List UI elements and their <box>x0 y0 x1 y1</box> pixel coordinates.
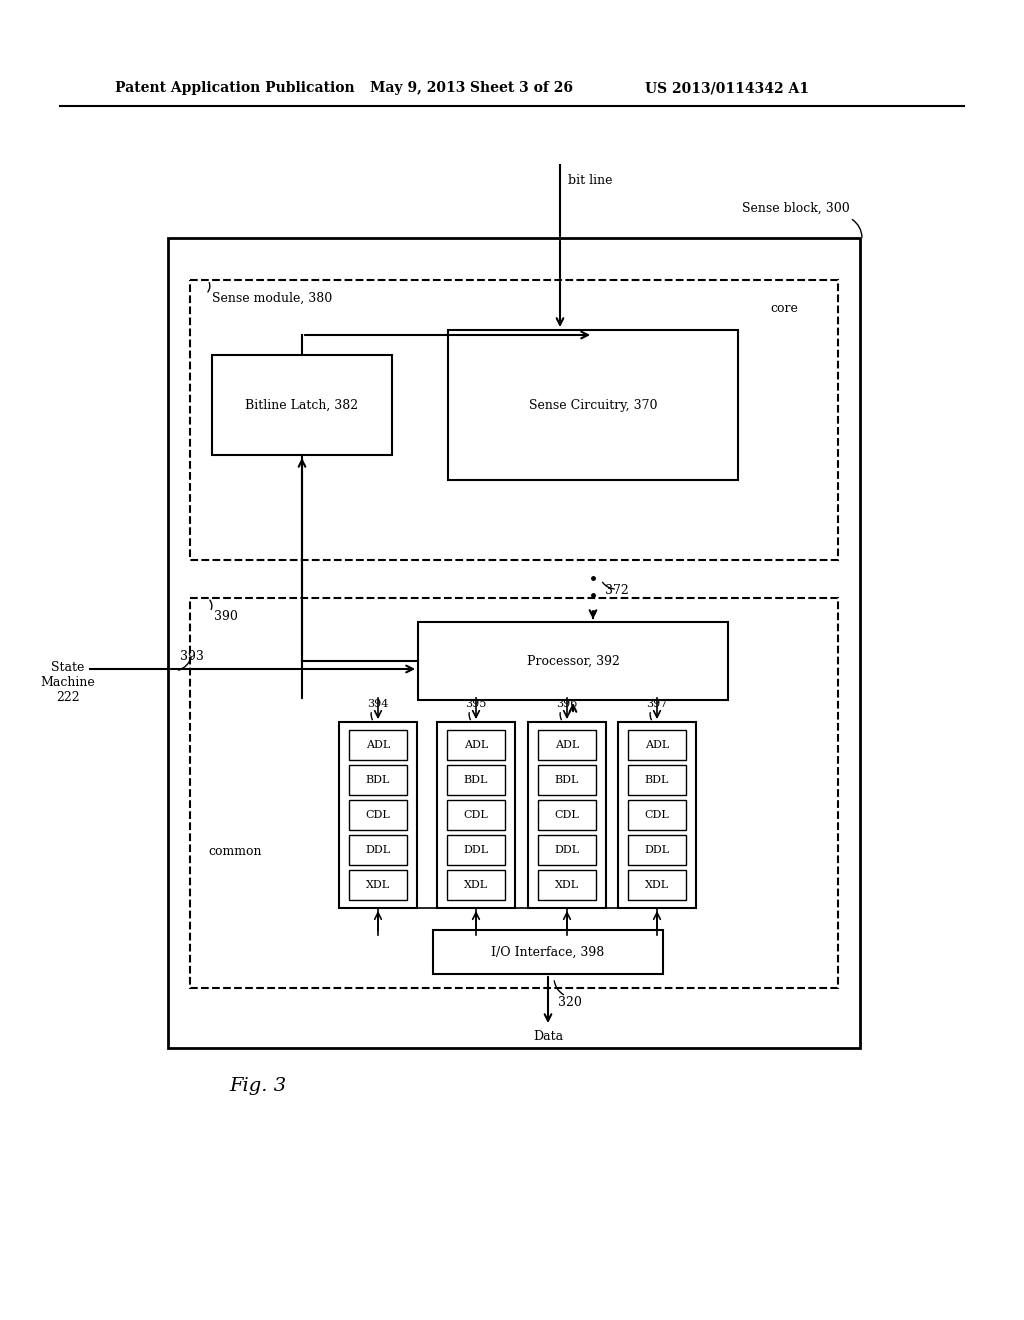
Bar <box>528 722 606 908</box>
Text: ADL: ADL <box>645 741 669 750</box>
Bar <box>447 870 505 900</box>
Bar <box>628 800 686 830</box>
Text: CDL: CDL <box>464 810 488 820</box>
Bar <box>447 766 505 795</box>
Text: 397: 397 <box>646 700 668 709</box>
Text: CDL: CDL <box>645 810 670 820</box>
Bar <box>538 870 596 900</box>
Text: State
Machine
222: State Machine 222 <box>41 661 95 704</box>
Text: core: core <box>770 301 798 314</box>
Text: XDL: XDL <box>366 880 390 890</box>
Bar <box>628 836 686 865</box>
Text: 393: 393 <box>180 651 204 664</box>
Bar <box>212 355 392 455</box>
Text: Data: Data <box>532 1030 563 1043</box>
Text: BDL: BDL <box>464 775 488 785</box>
Text: Fig. 3: Fig. 3 <box>229 1077 287 1096</box>
Bar <box>538 836 596 865</box>
Bar <box>433 931 663 974</box>
Text: 390: 390 <box>214 610 238 623</box>
Text: Processor, 392: Processor, 392 <box>526 655 620 668</box>
Text: BDL: BDL <box>555 775 580 785</box>
Text: Bitline Latch, 382: Bitline Latch, 382 <box>246 399 358 412</box>
Text: May 9, 2013: May 9, 2013 <box>370 81 465 95</box>
Text: BDL: BDL <box>366 775 390 785</box>
Text: BDL: BDL <box>645 775 670 785</box>
Bar <box>418 622 728 700</box>
Bar <box>447 800 505 830</box>
Bar <box>538 766 596 795</box>
Bar <box>449 330 738 480</box>
Text: 396: 396 <box>556 700 578 709</box>
Bar <box>538 800 596 830</box>
Text: US 2013/0114342 A1: US 2013/0114342 A1 <box>645 81 809 95</box>
Bar <box>349 870 407 900</box>
Text: common: common <box>208 845 261 858</box>
Text: XDL: XDL <box>555 880 579 890</box>
Bar <box>437 722 515 908</box>
Text: CDL: CDL <box>555 810 580 820</box>
Bar <box>538 730 596 760</box>
Text: Sense module, 380: Sense module, 380 <box>212 292 332 305</box>
Bar <box>628 730 686 760</box>
Text: Sense Circuitry, 370: Sense Circuitry, 370 <box>528 399 657 412</box>
Bar <box>447 730 505 760</box>
Text: CDL: CDL <box>366 810 390 820</box>
Bar <box>168 238 860 1048</box>
Text: DDL: DDL <box>554 845 580 855</box>
Text: 395: 395 <box>465 700 486 709</box>
Bar <box>349 730 407 760</box>
Text: bit line: bit line <box>568 173 612 186</box>
Bar <box>190 598 838 987</box>
Bar <box>618 722 696 908</box>
Text: Patent Application Publication: Patent Application Publication <box>115 81 354 95</box>
Bar <box>349 800 407 830</box>
Text: DDL: DDL <box>366 845 390 855</box>
Text: 320: 320 <box>558 995 582 1008</box>
Bar <box>447 836 505 865</box>
Text: XDL: XDL <box>464 880 488 890</box>
Text: I/O Interface, 398: I/O Interface, 398 <box>492 945 604 958</box>
Text: ADL: ADL <box>464 741 488 750</box>
Text: 372: 372 <box>605 585 629 598</box>
Bar <box>628 870 686 900</box>
Text: Sense block, 300: Sense block, 300 <box>742 202 850 214</box>
Bar <box>628 766 686 795</box>
Text: DDL: DDL <box>644 845 670 855</box>
Bar <box>349 836 407 865</box>
Text: XDL: XDL <box>645 880 669 890</box>
Text: ADL: ADL <box>555 741 580 750</box>
Text: ADL: ADL <box>366 741 390 750</box>
Bar <box>339 722 417 908</box>
Bar <box>190 280 838 560</box>
Bar <box>349 766 407 795</box>
Text: DDL: DDL <box>464 845 488 855</box>
Text: 394: 394 <box>368 700 389 709</box>
Text: Sheet 3 of 26: Sheet 3 of 26 <box>470 81 573 95</box>
